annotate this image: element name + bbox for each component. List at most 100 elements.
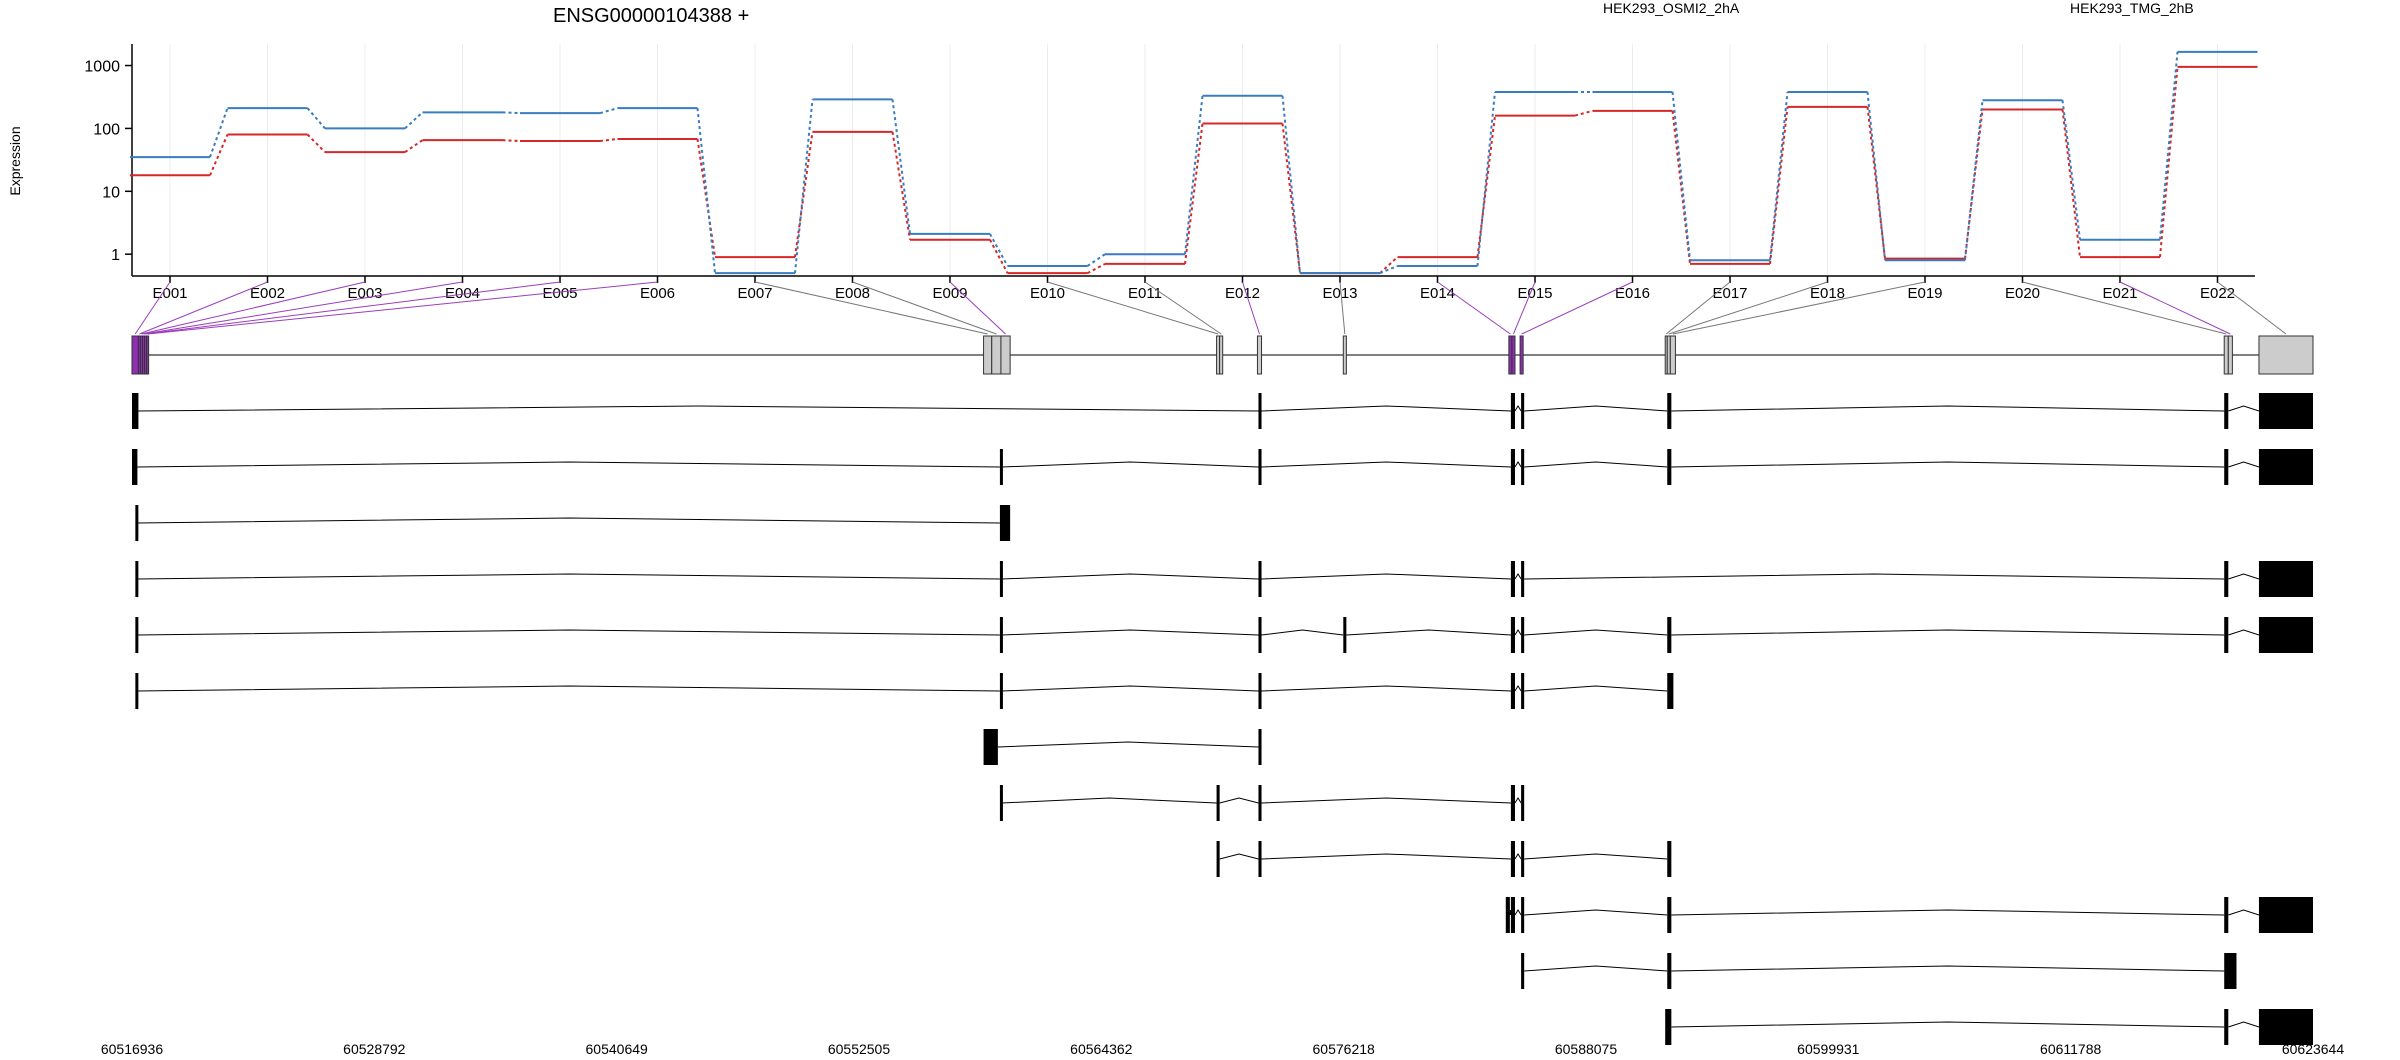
transcript-exon xyxy=(1667,897,1672,933)
data-connector xyxy=(891,99,911,235)
transcript-exon xyxy=(1258,729,1262,765)
intron-line xyxy=(1261,853,1511,860)
intron-line xyxy=(1219,797,1259,804)
intron-line xyxy=(1514,853,1522,860)
transcript-exon xyxy=(1521,953,1525,989)
transcript-exon xyxy=(2258,1009,2313,1045)
intron-line xyxy=(137,685,1000,692)
intron-line xyxy=(1524,853,1668,860)
transcript-exon xyxy=(1258,561,1262,597)
intron-line xyxy=(1671,1021,2225,1028)
transcript-exon xyxy=(2224,953,2237,989)
gene-model-exon xyxy=(131,335,139,375)
intron-line xyxy=(1001,629,1259,636)
x-tick-label: E007 xyxy=(737,285,772,302)
intron-line xyxy=(1261,405,1511,412)
data-connector xyxy=(1086,253,1106,267)
intron-line xyxy=(1261,797,1511,804)
transcript-exon xyxy=(2258,897,2313,933)
data-connector xyxy=(1964,100,1984,261)
y-axis-label: Expression xyxy=(7,126,23,195)
transcript-exon xyxy=(1521,561,1525,597)
data-connector xyxy=(1671,110,1691,265)
intron-line xyxy=(1524,405,1668,412)
exon-connector xyxy=(1672,281,1926,335)
x-tick-label: E017 xyxy=(1712,285,1747,302)
x-tick-label: E022 xyxy=(2200,285,2235,302)
exon-connector xyxy=(1665,281,1731,335)
genome-tick-label: 60599931 xyxy=(1797,1041,1860,1057)
exon-connector xyxy=(1512,281,1536,335)
series-lines xyxy=(130,50,2258,275)
transcript-exon xyxy=(1521,617,1525,653)
chart-title: ENSG00000104388 + xyxy=(553,5,749,27)
y-tick-label: 1000 xyxy=(84,59,120,76)
y-tick-label: 1 xyxy=(111,247,120,264)
intron-line xyxy=(1514,797,1522,804)
transcript-exon xyxy=(1521,785,1525,821)
transcript-exon xyxy=(983,729,998,765)
data-connector xyxy=(1281,123,1301,274)
gene-model-exon xyxy=(1519,335,1524,375)
transcript-exon xyxy=(999,505,1011,541)
intron-line xyxy=(1219,853,1259,860)
x-tick-label: E004 xyxy=(445,285,480,302)
exon-connector xyxy=(1339,281,1346,335)
gene-model-exon xyxy=(1219,335,1224,375)
data-connector xyxy=(1184,95,1204,255)
transcript-exon xyxy=(2258,617,2313,653)
genome-tick-label: 60516936 xyxy=(101,1041,164,1057)
intron-line xyxy=(1261,573,1511,580)
transcript-exon xyxy=(1258,449,1262,485)
transcript-4 xyxy=(135,561,2313,597)
gene-model-exon xyxy=(1669,335,1676,375)
x-tick-label: E019 xyxy=(1907,285,1942,302)
transcript-2 xyxy=(132,449,2313,485)
intron-line xyxy=(2228,1021,2260,1028)
transcript-exon xyxy=(1667,841,1672,877)
intron-line xyxy=(137,461,1000,468)
transcript-exon xyxy=(2224,617,2229,653)
transcript-exon xyxy=(1521,673,1525,709)
exon-connector xyxy=(949,281,1006,335)
exon-connector xyxy=(1668,281,1828,335)
transcript-11 xyxy=(1521,953,2237,989)
transcript-7 xyxy=(983,729,1262,765)
exon-connector xyxy=(143,281,463,335)
data-connector xyxy=(306,107,326,130)
transcript-exon xyxy=(135,561,139,597)
transcript-6 xyxy=(135,673,1674,709)
transcript-3 xyxy=(135,505,1011,541)
transcript-exon xyxy=(1216,785,1220,821)
data-connector xyxy=(1281,95,1301,274)
transcript-exon xyxy=(1667,617,1672,653)
data-connector xyxy=(1866,91,1886,261)
genome-tick-label: 60528792 xyxy=(343,1041,406,1057)
x-tick-label: E008 xyxy=(835,285,870,302)
transcript-exon xyxy=(999,561,1003,597)
intron-line xyxy=(1524,965,1668,972)
gene-model-exon xyxy=(1511,335,1516,375)
transcript-exon xyxy=(1667,393,1672,429)
intron-line xyxy=(138,405,1259,412)
intron-line xyxy=(137,629,1000,636)
gene-model-exon xyxy=(1256,335,1263,375)
exon-connector xyxy=(1047,281,1219,335)
intron-line xyxy=(1671,909,2225,916)
exon-connector xyxy=(852,281,997,335)
intron-line xyxy=(997,741,1259,748)
transcript-exon xyxy=(1258,393,1262,429)
data-connector xyxy=(696,138,716,258)
exon-connector xyxy=(141,281,366,335)
transcript-exon xyxy=(1510,841,1515,877)
data-connector xyxy=(502,111,521,115)
transcript-exon xyxy=(2224,393,2229,429)
gene-model-exon xyxy=(991,335,1002,375)
intron-line xyxy=(137,573,1000,580)
gene-model-exon xyxy=(983,335,993,375)
gene-model xyxy=(131,335,2314,375)
gene-model-exon xyxy=(146,335,150,375)
legend-series-2: HEK293_TMG_2hB xyxy=(2070,0,2194,16)
gene-model-exon xyxy=(2223,335,2229,375)
genome-tick-label: 60564362 xyxy=(1070,1041,1133,1057)
